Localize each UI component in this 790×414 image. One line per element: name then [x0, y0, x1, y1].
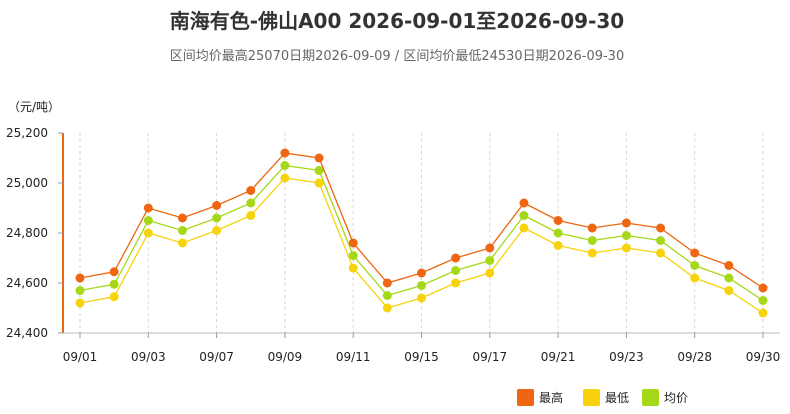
x-tick-label: 09/15 — [404, 350, 439, 364]
series-最低 — [75, 173, 768, 318]
data-point[interactable] — [553, 228, 563, 238]
data-point[interactable] — [417, 293, 426, 303]
data-point[interactable] — [519, 223, 529, 233]
data-point[interactable] — [621, 231, 631, 240]
data-point[interactable] — [177, 226, 187, 235]
data-point[interactable] — [382, 278, 392, 288]
data-point[interactable] — [109, 292, 119, 302]
data-point[interactable] — [143, 203, 153, 213]
data-point[interactable] — [451, 253, 461, 263]
data-point[interactable] — [314, 178, 324, 188]
data-point[interactable] — [246, 211, 256, 220]
data-point[interactable] — [246, 198, 256, 208]
data-point[interactable] — [109, 267, 119, 277]
chart-subtitle: 区间均价最高25070日期2026-09-09 / 区间均价最低24530日期2… — [170, 48, 624, 64]
data-point[interactable] — [758, 308, 768, 318]
x-tick-label: 09/01 — [63, 350, 98, 364]
data-point[interactable] — [553, 216, 563, 225]
legend-item-最高[interactable]: 最高 — [517, 389, 563, 406]
data-point[interactable] — [758, 283, 768, 293]
data-point[interactable] — [690, 261, 700, 270]
data-point[interactable] — [724, 286, 734, 295]
data-point[interactable] — [690, 273, 700, 283]
data-point[interactable] — [143, 216, 153, 225]
data-point[interactable] — [280, 173, 290, 183]
data-point[interactable] — [212, 213, 222, 223]
legend-label: 最低 — [605, 391, 629, 405]
data-point[interactable] — [177, 213, 187, 223]
data-point[interactable] — [690, 248, 700, 258]
data-point[interactable] — [75, 286, 85, 295]
data-point[interactable] — [553, 241, 563, 250]
data-point[interactable] — [587, 236, 597, 245]
series-group — [75, 148, 768, 318]
data-point[interactable] — [246, 186, 256, 195]
data-point[interactable] — [621, 243, 631, 253]
chart-title: 南海有色-佛山A00 2026-09-01至2026-09-30 — [170, 9, 624, 33]
legend-label: 均价 — [664, 391, 688, 405]
data-point[interactable] — [212, 226, 222, 235]
data-point[interactable] — [143, 228, 153, 238]
x-tick-label: 09/17 — [473, 350, 508, 364]
series-均价 — [75, 161, 768, 305]
y-tick-label: 24,800 — [6, 226, 48, 240]
data-point[interactable] — [382, 303, 392, 313]
data-point[interactable] — [382, 291, 392, 300]
data-point[interactable] — [656, 248, 666, 258]
data-point[interactable] — [75, 298, 85, 308]
data-point[interactable] — [451, 278, 461, 288]
legend-item-最低[interactable]: 最低 — [583, 389, 629, 406]
data-point[interactable] — [280, 161, 290, 170]
data-point[interactable] — [177, 238, 187, 248]
data-point[interactable] — [314, 153, 324, 163]
series-最高 — [75, 148, 768, 293]
legend-label: 最高 — [539, 390, 563, 405]
data-point[interactable] — [109, 279, 119, 289]
y-axis-unit: （元/吨） — [8, 100, 60, 114]
data-point[interactable] — [724, 273, 734, 283]
legend-item-均价[interactable]: 均价 — [642, 389, 688, 406]
x-tick-label: 09/30 — [746, 350, 781, 364]
x-tick-label: 09/11 — [336, 350, 371, 364]
data-point[interactable] — [451, 266, 461, 275]
x-tick-label: 09/03 — [131, 350, 166, 364]
x-tick-label: 09/09 — [268, 350, 303, 364]
data-point[interactable] — [656, 236, 666, 245]
data-point[interactable] — [212, 201, 222, 210]
data-point[interactable] — [519, 198, 529, 208]
data-point[interactable] — [280, 148, 290, 158]
data-point[interactable] — [417, 268, 426, 278]
data-point[interactable] — [485, 256, 495, 265]
data-point[interactable] — [348, 263, 358, 273]
data-point[interactable] — [519, 211, 529, 220]
data-point[interactable] — [621, 218, 631, 228]
data-point[interactable] — [314, 166, 324, 175]
x-tick-label: 09/07 — [199, 350, 234, 364]
data-point[interactable] — [587, 248, 597, 258]
y-axis-ticks: 24,400 24,600 24,800 25,000 25,200 — [6, 126, 63, 340]
y-tick-label: 25,000 — [6, 176, 48, 190]
data-point[interactable] — [587, 223, 597, 233]
data-point[interactable] — [656, 223, 666, 233]
y-tick-label: 24,400 — [6, 326, 48, 340]
data-point[interactable] — [758, 296, 768, 305]
data-point[interactable] — [417, 281, 426, 290]
x-tick-label: 09/23 — [609, 350, 644, 364]
legend-swatch — [583, 389, 600, 406]
legend-swatch — [642, 389, 659, 406]
legend[interactable]: 最高 最低 均价 — [517, 389, 688, 406]
x-tick-label: 09/21 — [541, 350, 576, 364]
x-tick-label: 09/28 — [677, 350, 712, 364]
y-tick-label: 24,600 — [6, 276, 48, 290]
data-point[interactable] — [348, 251, 358, 260]
data-point[interactable] — [485, 268, 495, 278]
data-point[interactable] — [485, 243, 495, 253]
y-tick-label: 25,200 — [6, 126, 48, 140]
data-point[interactable] — [75, 273, 85, 283]
data-point[interactable] — [348, 238, 358, 248]
legend-swatch — [517, 389, 534, 406]
x-axis-ticks: 09/01 09/03 09/07 09/09 09/11 09/15 09/17 09/21… — [63, 333, 781, 364]
data-point[interactable] — [724, 261, 734, 270]
